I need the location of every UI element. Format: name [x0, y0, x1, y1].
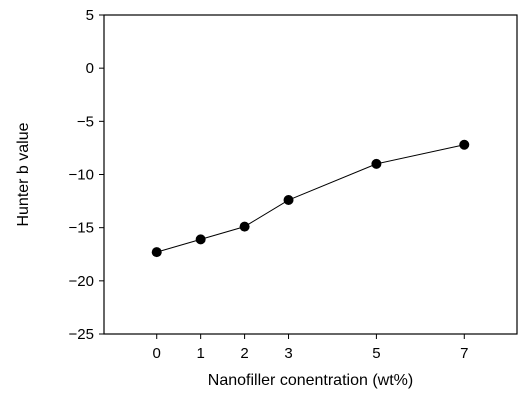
y-tick-label: 0	[86, 60, 94, 77]
x-axis-title: Nanofiller conentration (wt%)	[208, 372, 413, 389]
x-tick-label: 2	[240, 345, 248, 362]
x-tick-label: 3	[284, 345, 292, 362]
series-line	[156, 144, 465, 253]
x-tick-label: 7	[460, 345, 468, 362]
y-tick-label: −10	[69, 167, 94, 184]
x-tick-label: 0	[153, 345, 161, 362]
x-axis-ticks: 0 1 2 3 5 7	[153, 334, 468, 362]
data-point	[371, 158, 382, 169]
data-point	[283, 195, 294, 206]
data-point	[239, 221, 250, 232]
y-tick-label: 5	[86, 7, 94, 24]
y-tick-label: −15	[69, 220, 94, 237]
y-axis-title: Hunter b value	[15, 122, 32, 226]
y-tick-label: −20	[69, 273, 94, 290]
data-point	[195, 234, 206, 245]
x-tick-label: 1	[196, 345, 204, 362]
series-group	[151, 139, 470, 258]
y-tick-label: −5	[77, 113, 94, 130]
y-axis-ticks: 5 0 −5 −10 −15 −20 −25	[69, 7, 104, 343]
x-tick-label: 5	[372, 345, 380, 362]
data-point	[459, 139, 470, 150]
plot-frame-group	[103, 14, 518, 335]
data-point	[151, 247, 162, 258]
plot-frame	[103, 14, 518, 335]
y-tick-label: −25	[69, 326, 94, 343]
